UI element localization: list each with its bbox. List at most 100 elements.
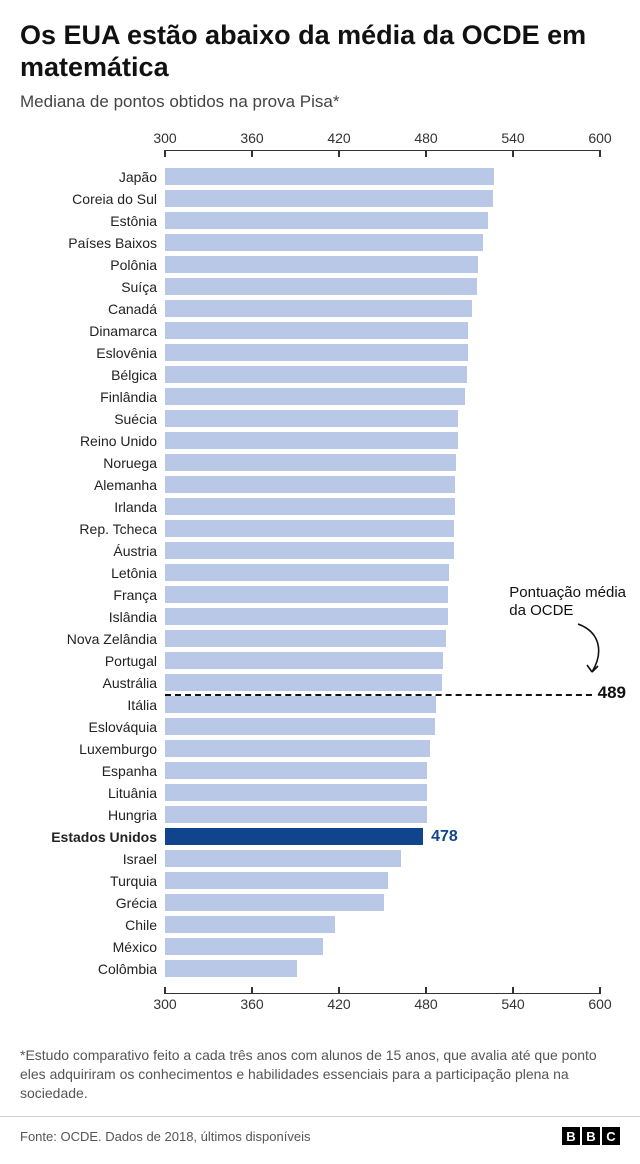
- bar: [165, 212, 488, 229]
- top-axis-line: [20, 150, 620, 160]
- bar-track: [165, 276, 600, 298]
- bar-track: [165, 738, 600, 760]
- bar-row: Países Baixos: [20, 232, 620, 254]
- footer: Fonte: OCDE. Dados de 2018, últimos disp…: [0, 1116, 640, 1159]
- country-label: México: [20, 939, 165, 955]
- axis-tick-label: 300: [153, 996, 176, 1012]
- bar-row: Espanha: [20, 760, 620, 782]
- axis-tick-label: 420: [327, 130, 350, 146]
- bar-row: Nova Zelândia: [20, 628, 620, 650]
- bar-track: [165, 672, 600, 694]
- highlight-value-label: 478: [431, 828, 458, 846]
- bar-row: Eslováquia: [20, 716, 620, 738]
- bbc-logo-letter: B: [562, 1127, 580, 1145]
- bar-row: Israel: [20, 848, 620, 870]
- country-label: Israel: [20, 851, 165, 867]
- bar: [165, 432, 458, 449]
- bar-track: [165, 760, 600, 782]
- bar: [165, 366, 467, 383]
- bar: [165, 168, 494, 185]
- axis-tick: [251, 150, 253, 157]
- bar-row: Grécia: [20, 892, 620, 914]
- bar-row: Japão: [20, 166, 620, 188]
- annotation-arrow-icon: [574, 622, 614, 682]
- bar: [165, 278, 477, 295]
- bar-row: México: [20, 936, 620, 958]
- country-label: Luxemburgo: [20, 741, 165, 757]
- bar: [165, 960, 297, 977]
- bar-track: [165, 430, 600, 452]
- country-label: Hungria: [20, 807, 165, 823]
- axis-tick-label: 540: [501, 130, 524, 146]
- country-label: Grécia: [20, 895, 165, 911]
- country-label: Nova Zelândia: [20, 631, 165, 647]
- country-label: Itália: [20, 697, 165, 713]
- bar: [165, 894, 384, 911]
- bar-row: Irlanda: [20, 496, 620, 518]
- axis-tick: [512, 987, 514, 994]
- bbc-logo-letter: C: [602, 1127, 620, 1145]
- bar: [165, 344, 468, 361]
- bar-row: Canadá: [20, 298, 620, 320]
- bar-track: [165, 386, 600, 408]
- bar: [165, 872, 388, 889]
- bar: [165, 938, 323, 955]
- bar: [165, 410, 458, 427]
- axis-tick: [599, 987, 601, 994]
- bar: [165, 564, 449, 581]
- bbc-logo: B B C: [562, 1127, 620, 1145]
- country-label: Finlândia: [20, 389, 165, 405]
- bottom-axis-labels: 300360420480540600: [20, 996, 620, 1016]
- bar: [165, 542, 454, 559]
- country-label: Portugal: [20, 653, 165, 669]
- country-label: Alemanha: [20, 477, 165, 493]
- bar-track: [165, 474, 600, 496]
- bar-track: [165, 562, 600, 584]
- bar-track: [165, 188, 600, 210]
- bar-row: Suécia: [20, 408, 620, 430]
- country-label: Letônia: [20, 565, 165, 581]
- bbc-logo-letter: B: [582, 1127, 600, 1145]
- country-label: Bélgica: [20, 367, 165, 383]
- chart-rows: Japão Coreia do Sul Estônia Países Baixos Po…: [20, 166, 620, 980]
- bar: [165, 740, 430, 757]
- bar-row: Austrália: [20, 672, 620, 694]
- axis-tick: [251, 987, 253, 994]
- bar-track: [165, 452, 600, 474]
- country-label: Eslováquia: [20, 719, 165, 735]
- bar-track: [165, 848, 600, 870]
- bar: [165, 696, 436, 713]
- country-label: Suécia: [20, 411, 165, 427]
- axis-tick: [338, 150, 340, 157]
- bar-row: Alemanha: [20, 474, 620, 496]
- bar-row: Finlândia: [20, 386, 620, 408]
- bar-track: [165, 408, 600, 430]
- bar-track: [165, 914, 600, 936]
- country-label: Islândia: [20, 609, 165, 625]
- bar-track: [165, 540, 600, 562]
- bar-track: [165, 694, 600, 716]
- country-label: Colômbia: [20, 961, 165, 977]
- country-label: França: [20, 587, 165, 603]
- bar-highlight: [165, 828, 423, 845]
- bar: [165, 322, 468, 339]
- bar-track: [165, 628, 600, 650]
- country-label: Coreia do Sul: [20, 191, 165, 207]
- country-label: Austrália: [20, 675, 165, 691]
- bar-track: [165, 936, 600, 958]
- country-label: Japão: [20, 169, 165, 185]
- bottom-axis-line: [20, 984, 620, 994]
- country-label: Reino Unido: [20, 433, 165, 449]
- bar-row: Estados Unidos478: [20, 826, 620, 848]
- reference-annotation: Pontuação médiada OCDE: [509, 584, 626, 620]
- country-label: Canadá: [20, 301, 165, 317]
- bar-row: Estônia: [20, 210, 620, 232]
- country-label: Estônia: [20, 213, 165, 229]
- bar-row: Hungria: [20, 804, 620, 826]
- bar: [165, 806, 427, 823]
- chart: 300360420480540600 Japão Coreia do Sul Est…: [20, 130, 620, 1016]
- bar-track: [165, 210, 600, 232]
- axis-tick-label: 420: [327, 996, 350, 1012]
- bar-track: [165, 364, 600, 386]
- bar-track: [165, 958, 600, 980]
